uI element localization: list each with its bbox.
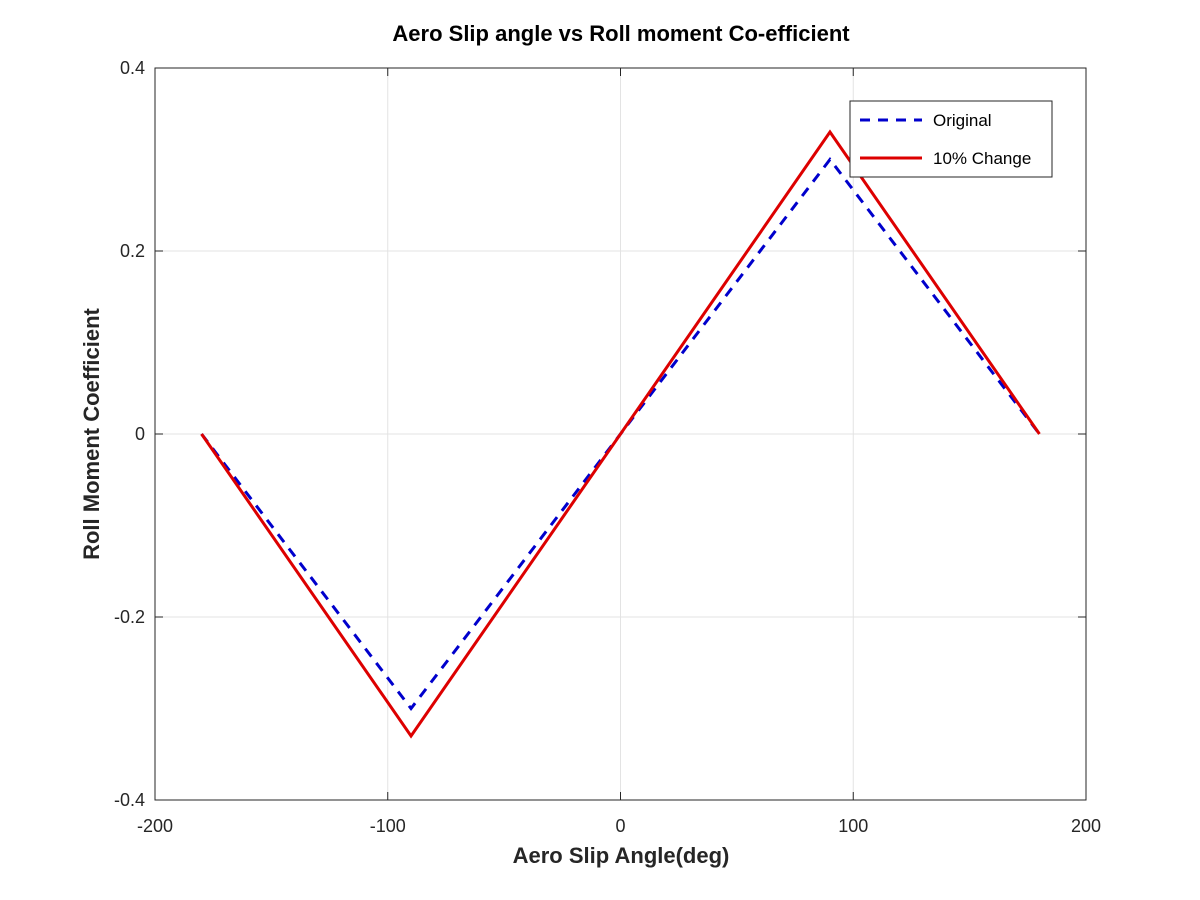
x-tick-label: -200: [137, 816, 173, 836]
x-tick-label: 200: [1071, 816, 1101, 836]
y-axis-label: Roll Moment Coefficient: [79, 307, 104, 559]
y-tick-label: -0.2: [114, 607, 145, 627]
legend-label-10-percent-change: 10% Change: [933, 149, 1031, 168]
x-axis-label: Aero Slip Angle(deg): [513, 843, 730, 868]
y-tick-label: 0.4: [120, 58, 145, 78]
y-tick-labels: -0.4 -0.2 0 0.2 0.4: [114, 58, 145, 810]
x-tick-label: 100: [838, 816, 868, 836]
x-tick-label: -100: [370, 816, 406, 836]
axis-ticks: [154, 67, 1087, 801]
x-tick-labels: -200 -100 0 100 200: [137, 816, 1101, 836]
series-line-10-percent-change: [200, 129, 1041, 739]
y-tick-label: 0.2: [120, 241, 145, 261]
chart-title: Aero Slip angle vs Roll moment Co-effici…: [392, 21, 850, 46]
y-tick-label: -0.4: [114, 790, 145, 810]
series-lines: [200, 129, 1041, 739]
x-tick-label: 0: [615, 816, 625, 836]
y-tick-label: 0: [135, 424, 145, 444]
legend-box: [849, 100, 1053, 178]
legend-label-original: Original: [933, 111, 992, 130]
legend: Original 10% Change: [849, 100, 1053, 178]
